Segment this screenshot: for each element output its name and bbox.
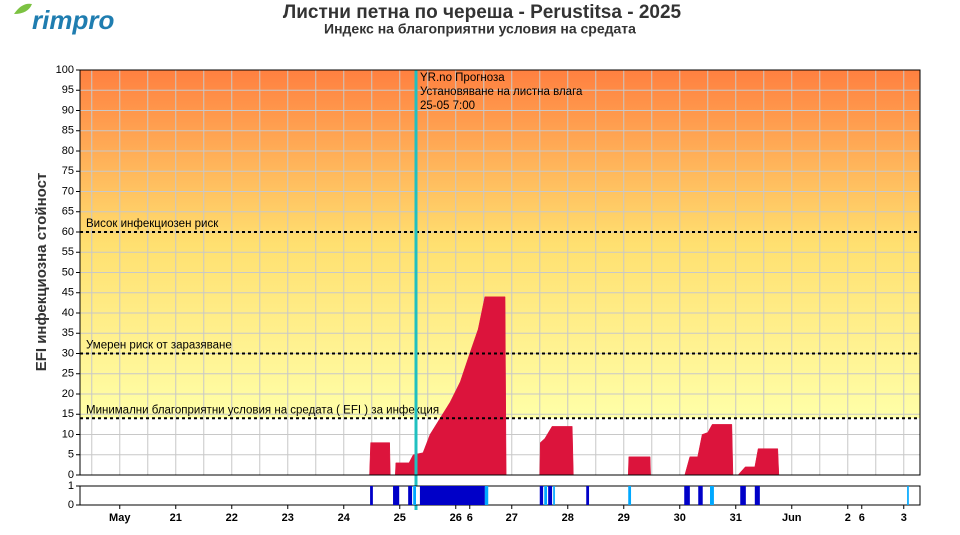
x-tick-label: 6 [859,512,865,524]
y-axis-label: EFI инфекциозна стойност [33,173,50,372]
y-tick-label: 45 [62,287,74,299]
wetness-bar [408,486,413,505]
y-tick-label: 25 [62,368,74,380]
y-tick-label: 50 [62,266,74,278]
y-tick-label: 85 [62,125,74,137]
y-tick-label: 90 [62,104,74,116]
wetness-bar [544,486,548,505]
y-tick-label: 75 [62,165,74,177]
y-tick-label: 30 [62,347,74,359]
x-tick-label: 29 [618,512,630,524]
threshold-label: Умерен риск от заразяване [86,340,232,352]
y-tick-label: 60 [62,226,74,238]
x-tick-label: 3 [901,512,907,524]
wetness-bar [419,486,485,505]
wetness-bar [754,486,760,505]
x-tick-label: 23 [282,512,294,524]
x-tick-label: May [109,512,131,524]
x-tick-label: Jun [782,512,802,524]
forecast-label: YR.no Прогноза [420,72,505,84]
x-tick-label: 31 [730,512,742,524]
x-tick-label: 6 [467,512,473,524]
wetness-bar [684,486,690,505]
x-tick-label: 24 [338,512,351,524]
plot-frame [79,69,921,476]
y-tick-label: 100 [56,64,74,76]
threshold-label: Висок инфекциозен риск [86,218,219,230]
x-tick-label: 22 [226,512,238,524]
wetness-bar [740,486,746,505]
efi-area [369,296,780,476]
wetness-bar [484,486,489,505]
chart-subtitle: Индекс на благоприятни условия на средат… [324,21,636,37]
x-tick-label: 28 [562,512,574,524]
threshold-label: Минимални благоприятни условия на средат… [86,404,439,416]
y-tick-label: 80 [62,145,74,157]
strip-tick-label: 0 [68,499,74,511]
wetness-bar [628,486,632,505]
y-tick-label: 35 [62,327,74,339]
wetness-bar [907,486,909,505]
y-tick-label: 10 [62,428,74,440]
x-tick-label: 27 [506,512,518,524]
wetness-bar [553,486,555,505]
y-tick-label: 0 [68,469,74,481]
wetness-bar [548,486,553,505]
y-tick-label: 65 [62,206,74,218]
wetness-bar [539,486,544,505]
x-tick-label: 25 [394,512,406,524]
wetness-bar [586,486,590,505]
wetness-bar [413,486,416,505]
chart-title: Листни петна по череша - Perustitsa - 20… [283,2,682,23]
y-tick-label: 15 [62,408,74,420]
x-tick-label: 30 [674,512,686,524]
wetness-bar [710,486,714,505]
x-tick-label: 21 [170,512,182,524]
wetness-bar [698,486,703,505]
y-tick-label: 5 [68,449,74,461]
forecast-label: Установяване на листна влага [420,86,583,98]
y-tick-label: 20 [62,388,74,400]
y-tick-label: 55 [62,246,74,258]
wetness-bar [370,486,373,505]
x-tick-label: 26 [450,512,462,524]
strip-tick-label: 1 [68,480,74,492]
y-tick-label: 70 [62,185,74,197]
logo: rimpro [32,5,114,35]
strip-frame [79,485,921,506]
y-tick-label: 95 [62,84,74,96]
forecast-label: 25-05 7:00 [420,100,475,112]
logo-leaf [14,3,32,14]
y-tick-label: 40 [62,307,74,319]
wetness-bar [393,486,400,505]
x-tick-label: 2 [845,512,851,524]
